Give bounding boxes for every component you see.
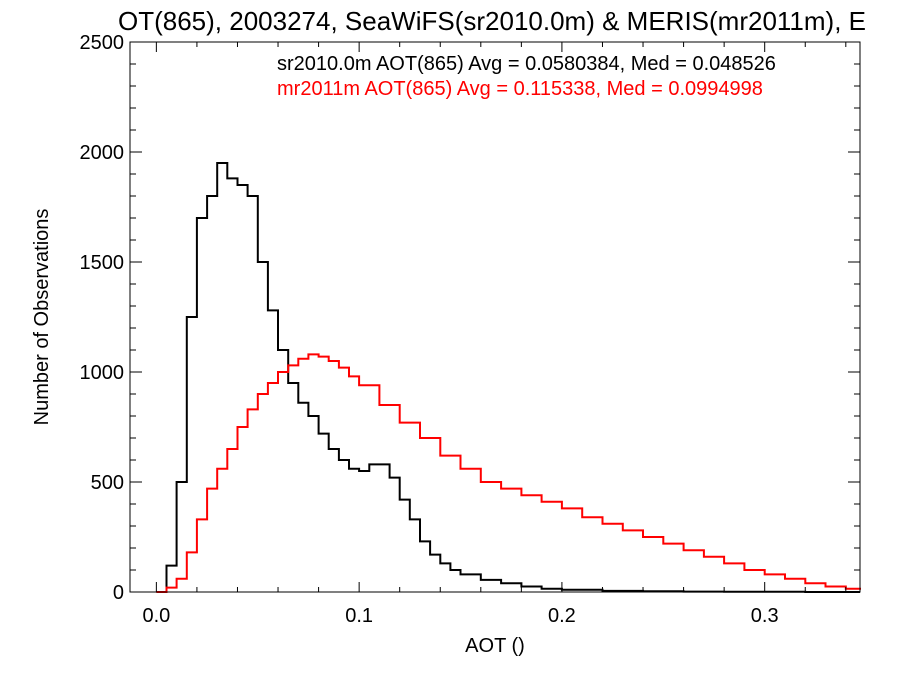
y-tick-label: 0 [113,582,124,604]
y-tick-label: 2000 [80,142,125,164]
series-line-1 [156,353,861,593]
y-tick-label: 500 [91,472,124,494]
chart-title: OT(865), 2003274, SeaWiFS(sr2010.0m) & M… [118,6,866,36]
plot-frame [129,41,861,593]
tick-layer: 0.0 0.1 0.2 0.3 0 500 1000 1500 2000 2500 [80,32,860,627]
y-axis-label: Number of Observations [31,209,53,426]
y-tick-label: 2500 [80,32,125,54]
x-tick-label: 0.2 [548,605,576,627]
x-tick-label: 0.0 [142,605,170,627]
y-tick-label: 1500 [80,252,125,274]
annotation-black: sr2010.0m AOT(865) Avg = 0.0580384, Med … [277,53,776,75]
x-tick-label: 0.1 [345,605,373,627]
series-line-0 [156,162,860,593]
y-tick-label: 1000 [80,362,125,384]
x-axis-label: AOT () [465,635,525,657]
series-layer [156,162,861,593]
x-tick-label: 0.3 [751,605,779,627]
annotation-red: mr2011m AOT(865) Avg = 0.115338, Med = 0… [277,78,763,100]
